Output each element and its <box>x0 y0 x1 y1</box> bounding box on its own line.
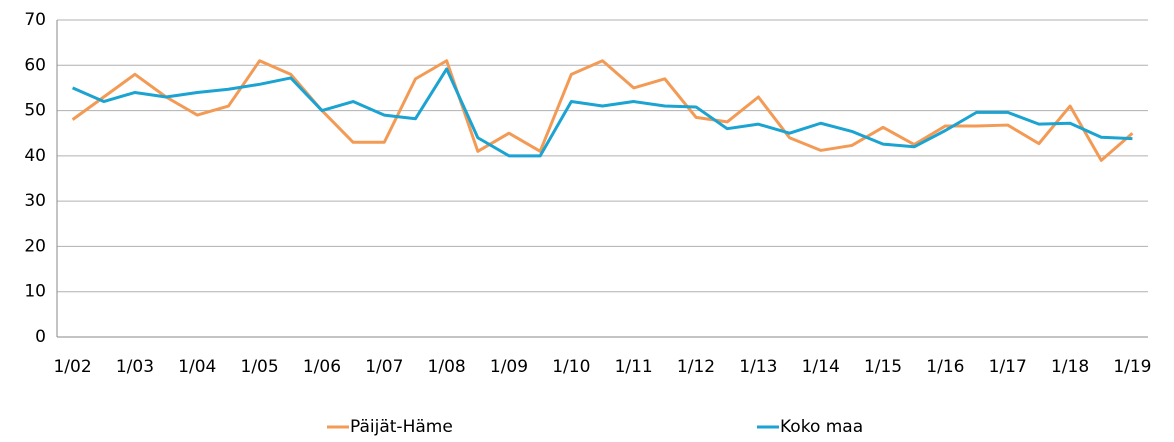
y-tick-label: 0 <box>35 327 46 347</box>
x-tick-label: 1/09 <box>490 357 528 377</box>
x-tick-label: 1/12 <box>677 357 715 377</box>
x-tick-label: 1/18 <box>1051 357 1089 377</box>
x-tick-label: 1/03 <box>116 357 154 377</box>
y-tick-label: 10 <box>24 282 46 302</box>
legend-label: Koko maa <box>780 417 863 437</box>
x-tick-label: 1/15 <box>864 357 902 377</box>
x-tick-label: 1/16 <box>926 357 964 377</box>
series-line <box>71 67 1133 158</box>
x-tick-label: 1/08 <box>428 357 466 377</box>
x-tick-label: 1/06 <box>303 357 341 377</box>
y-tick-label: 40 <box>24 146 46 166</box>
x-tick-label: 1/10 <box>552 357 590 377</box>
legend-label: Päijät-Häme <box>350 417 453 437</box>
x-tick-label: 1/14 <box>802 357 840 377</box>
x-tick-label: 1/04 <box>178 357 216 377</box>
x-tick-label: 1/13 <box>739 357 777 377</box>
y-tick-label: 50 <box>24 101 46 121</box>
x-tick-label: 1/07 <box>365 357 403 377</box>
y-tick-label: 20 <box>24 236 46 256</box>
y-tick-label: 70 <box>24 10 46 30</box>
y-tick-label: 60 <box>24 55 46 75</box>
x-tick-label: 1/11 <box>615 357 653 377</box>
x-tick-label: 1/02 <box>53 357 91 377</box>
y-tick-label: 30 <box>24 191 46 211</box>
x-tick-label: 1/05 <box>241 357 279 377</box>
x-tick-label: 1/19 <box>1113 357 1151 377</box>
x-tick-label: 1/17 <box>989 357 1027 377</box>
